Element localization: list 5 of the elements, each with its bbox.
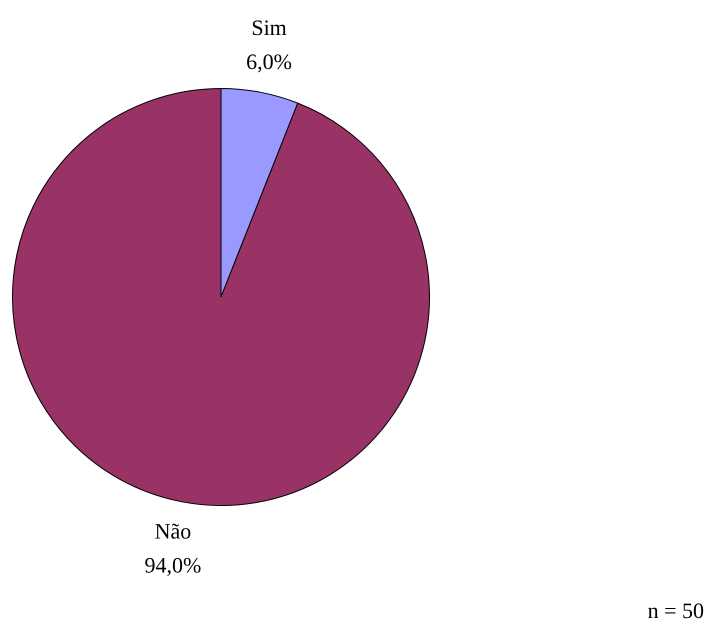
slice-label: Sim [251, 14, 287, 40]
data-label: 94,0% [144, 552, 202, 578]
data-label: 6,0% [246, 48, 292, 74]
slice-label: Não [154, 518, 192, 544]
text: n = 50 [648, 598, 704, 623]
